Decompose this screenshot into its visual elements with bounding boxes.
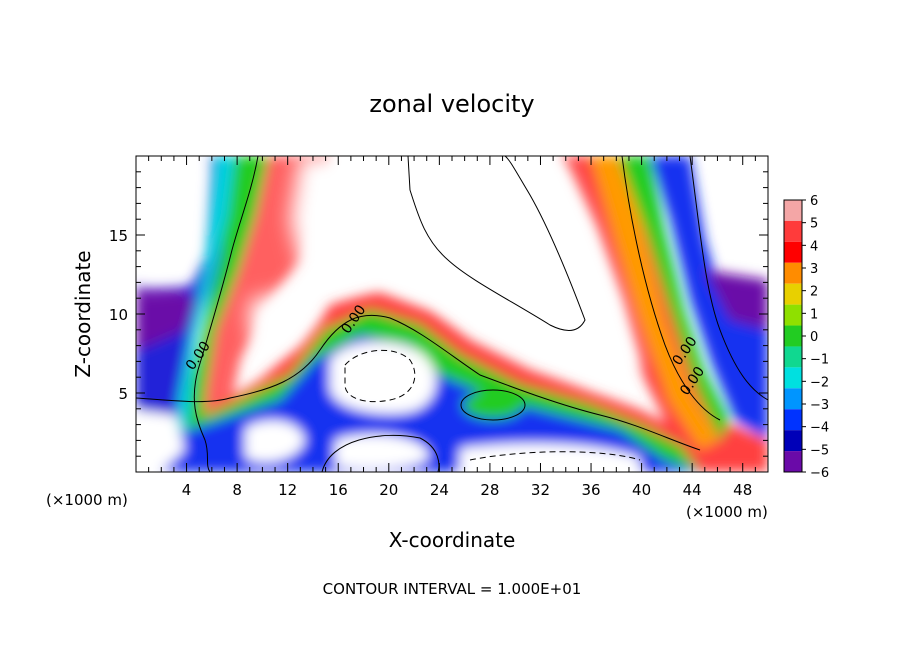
contour-green-blob xyxy=(460,389,526,421)
colorbar-swatch xyxy=(784,451,802,472)
x-tick-label: 32 xyxy=(531,481,550,499)
bottom-white-pocket-2 xyxy=(335,434,430,470)
bottom-white-pocket xyxy=(245,420,305,463)
contour-lines xyxy=(136,156,768,472)
colorbar-swatch xyxy=(784,409,802,431)
colorbar-label: 3 xyxy=(810,262,818,277)
colorbar-label: −5 xyxy=(810,443,829,458)
contour-right-1 xyxy=(621,156,721,421)
contour-zero-left xyxy=(193,156,259,472)
y-tick-label: 10 xyxy=(109,306,128,324)
upper-left-white xyxy=(136,156,205,285)
left-cyan-band xyxy=(175,156,235,472)
colorbar-swatch xyxy=(784,262,802,284)
colorbar-swatch xyxy=(784,346,802,368)
colorbar-swatch xyxy=(784,388,802,410)
contour-right-2 xyxy=(689,156,768,401)
bottom-white-pocket-3 xyxy=(460,443,640,472)
x-tick-label: 48 xyxy=(733,481,752,499)
colorbar-label: 2 xyxy=(810,285,818,300)
colorbar-swatch xyxy=(784,283,802,305)
colorbar-swatch xyxy=(784,325,802,347)
colorbar-label: −1 xyxy=(810,353,829,368)
x-tick-label: 28 xyxy=(480,481,499,499)
right-orange-band xyxy=(590,156,720,450)
x-axis-label: X-coordinate xyxy=(389,528,516,552)
x-tick-label: 36 xyxy=(581,481,600,499)
lower-white-core xyxy=(330,341,437,414)
colorbar-label: 0 xyxy=(810,330,818,345)
colorbar-swatch xyxy=(784,367,802,389)
x-tick-label: 16 xyxy=(329,481,348,499)
contour-interval-note: CONTOUR INTERVAL = 1.000E+01 xyxy=(323,580,582,598)
right-purple-edge xyxy=(705,270,768,330)
left-mid-white xyxy=(250,290,320,350)
left-green-band xyxy=(186,156,268,472)
left-purple-core xyxy=(136,288,195,350)
x-tick-label: 20 xyxy=(379,481,398,499)
colorbar-label: 6 xyxy=(810,194,818,209)
contour-zero-lower xyxy=(321,434,440,472)
x-unit-left: (×1000 m) xyxy=(46,491,128,509)
colorbar-label: 4 xyxy=(810,239,818,254)
heatmap-field xyxy=(136,156,768,472)
x-tick-label: 12 xyxy=(278,481,297,499)
right-green-band xyxy=(618,156,730,440)
lower-left-white xyxy=(136,410,185,472)
chart-title: zonal velocity xyxy=(369,90,534,118)
colorbar-label: −2 xyxy=(810,375,829,390)
colorbar-label: −3 xyxy=(810,398,829,413)
colorbar-swatch xyxy=(784,241,802,263)
colorbar-label: −6 xyxy=(810,466,829,481)
x-tick-label: 4 xyxy=(182,481,192,499)
x-axis: 4 8 12 16 20 24 28 32 36 40 44 48 xyxy=(148,156,756,499)
colorbar-swatch xyxy=(784,430,802,452)
green-blob xyxy=(463,391,523,419)
contour-dashed-bottom xyxy=(469,451,641,461)
x-tick-label: 24 xyxy=(430,481,449,499)
x-tick-label: 44 xyxy=(683,481,702,499)
x-tick-label: 40 xyxy=(632,481,651,499)
contour-upper-thin xyxy=(407,156,586,331)
x-unit-right: (×1000 m) xyxy=(686,503,768,521)
y-tick-label: 15 xyxy=(109,227,128,245)
central-white-region xyxy=(290,156,640,380)
colorbar: 6 5 4 3 2 1 0 −1 −2 −3 −4 −5 −6 xyxy=(783,194,829,481)
colorbar-swatch xyxy=(784,220,802,242)
contour-zero-mid xyxy=(136,314,701,451)
y-axis: 5 10 15 xyxy=(109,171,768,457)
x-tick-label: 8 xyxy=(232,481,242,499)
y-axis-label: Z-coordinate xyxy=(71,250,95,377)
colorbar-swatch xyxy=(784,200,802,221)
colorbar-label: −4 xyxy=(810,421,829,436)
colorbar-label: 5 xyxy=(810,217,818,232)
right-red-plume xyxy=(560,156,768,472)
colorbar-label: 1 xyxy=(810,307,818,322)
contour-dashed-core xyxy=(344,349,416,403)
y-tick-label: 5 xyxy=(118,385,128,403)
colorbar-swatch xyxy=(784,304,802,326)
